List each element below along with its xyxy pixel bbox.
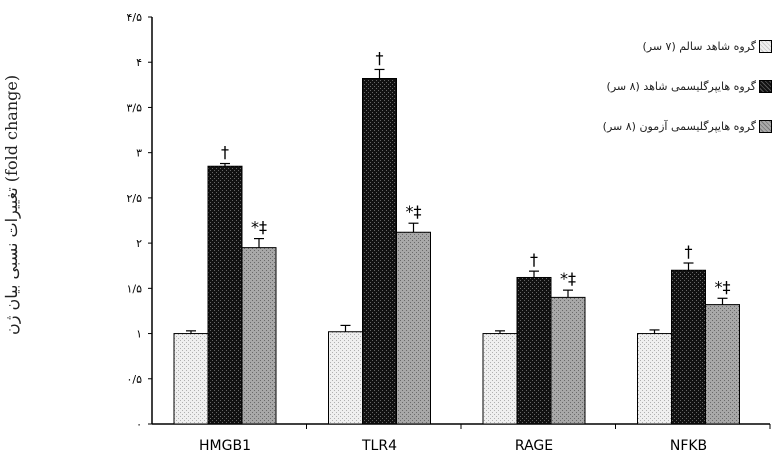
- bar-control-rage: [516, 276, 552, 425]
- significance-mark: †: [685, 242, 693, 261]
- bar-control-hmgb1: [207, 165, 243, 425]
- legend-swatch-test: [759, 119, 772, 133]
- y-tick-label: ۴/۵: [126, 11, 142, 24]
- legend-item-control: گروه هایپرگلیسمی شاهد (۸ سر): [528, 76, 772, 96]
- legend-label-healthy: گروه شاهد سالم (۷ سر): [642, 39, 756, 53]
- significance-mark: *‡: [715, 277, 731, 296]
- bar-healthy-rage: [482, 333, 518, 425]
- legend: گروه شاهد سالم (۷ سر) گروه هایپرگلیسمی ش…: [528, 36, 772, 156]
- bar-test-rage: [550, 296, 586, 425]
- y-tick-label: ۳: [136, 147, 142, 160]
- y-tick-label: ۱/۵: [126, 282, 142, 295]
- bar-control-tlr4: [362, 78, 397, 425]
- significance-mark: *‡: [251, 218, 267, 237]
- y-tick-label: ۴: [136, 56, 142, 69]
- x-tick-label-nfkb: NFKB: [670, 438, 707, 454]
- legend-label-test: گروه هایپرگلیسمی آزمون (۸ سر): [602, 119, 756, 133]
- y-tick-label: ۳/۵: [126, 101, 142, 114]
- significance-mark: †: [376, 48, 384, 67]
- y-tick-label: ۲: [136, 237, 142, 250]
- bar-healthy-tlr4: [328, 331, 363, 425]
- legend-item-test: گروه هایپرگلیسمی آزمون (۸ سر): [528, 116, 772, 136]
- significance-mark: *‡: [560, 269, 576, 288]
- bar-healthy-nfkb: [637, 333, 672, 425]
- bar-control-nfkb: [671, 269, 706, 425]
- legend-label-control: گروه هایپرگلیسمی شاهد (۸ سر): [606, 79, 756, 93]
- y-tick-label: ۰/۵: [126, 373, 142, 386]
- y-tick-label: ۱: [136, 328, 142, 341]
- x-tick-label-hmgb1: HMGB1: [199, 438, 251, 454]
- y-tick-label: ۰: [136, 418, 142, 431]
- y-tick-label: ۲/۵: [126, 192, 142, 205]
- legend-item-healthy: گروه شاهد سالم (۷ سر): [528, 36, 772, 56]
- significance-mark: †: [530, 250, 538, 269]
- bar-healthy-hmgb1: [173, 333, 209, 425]
- bar-test-hmgb1: [241, 247, 277, 425]
- bar-test-tlr4: [396, 231, 431, 425]
- x-tick-label-tlr4: TLR4: [361, 438, 397, 454]
- legend-swatch-healthy: [759, 39, 772, 53]
- legend-swatch-control: [759, 79, 772, 93]
- significance-mark: †: [221, 143, 229, 162]
- significance-mark: *‡: [406, 202, 422, 221]
- bar-test-nfkb: [705, 304, 740, 425]
- x-tick-label-rage: RAGE: [515, 438, 553, 454]
